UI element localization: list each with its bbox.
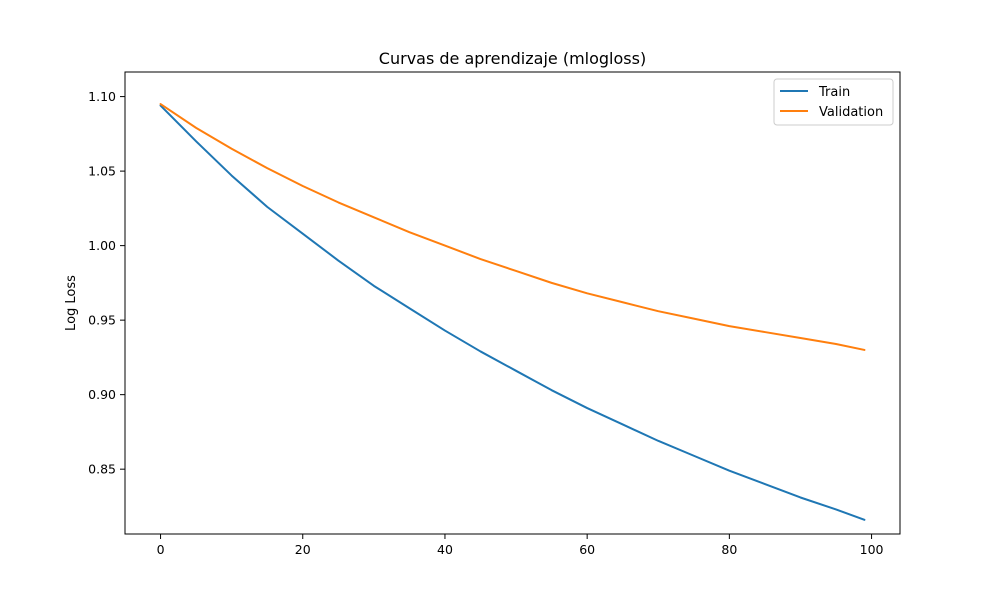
plot-area-frame bbox=[124, 71, 901, 535]
legend-label-train: Train bbox=[818, 85, 850, 100]
y-axis-label: Log Loss bbox=[64, 275, 79, 331]
y-axis-ticks: 0.85 0.90 0.95 1.00 1.05 1.10 bbox=[88, 89, 125, 477]
legend-label-validation: Validation bbox=[819, 105, 883, 120]
y-tick-label: 0.85 bbox=[88, 462, 116, 477]
x-tick-label: 40 bbox=[437, 542, 453, 557]
series-layer bbox=[159, 103, 866, 521]
y-tick-label: 0.95 bbox=[88, 313, 116, 328]
x-tick-label: 60 bbox=[579, 542, 595, 557]
y-tick-label: 1.00 bbox=[88, 238, 116, 253]
x-tick-label: 0 bbox=[157, 542, 165, 557]
x-tick-label: 100 bbox=[860, 542, 884, 557]
y-tick-label: 1.05 bbox=[88, 164, 116, 179]
x-tick-label: 80 bbox=[721, 542, 737, 557]
legend: Train Validation bbox=[773, 78, 894, 126]
chart-title: Curvas de aprendizaje (mlogloss) bbox=[379, 49, 646, 68]
y-tick-label: 1.10 bbox=[88, 89, 116, 104]
x-tick-label: 20 bbox=[295, 542, 311, 557]
series-line-validation bbox=[159, 103, 866, 351]
x-axis-ticks: 0 20 40 60 80 100 bbox=[157, 534, 884, 557]
series-line-train bbox=[159, 104, 866, 521]
y-tick-label: 0.90 bbox=[88, 387, 116, 402]
